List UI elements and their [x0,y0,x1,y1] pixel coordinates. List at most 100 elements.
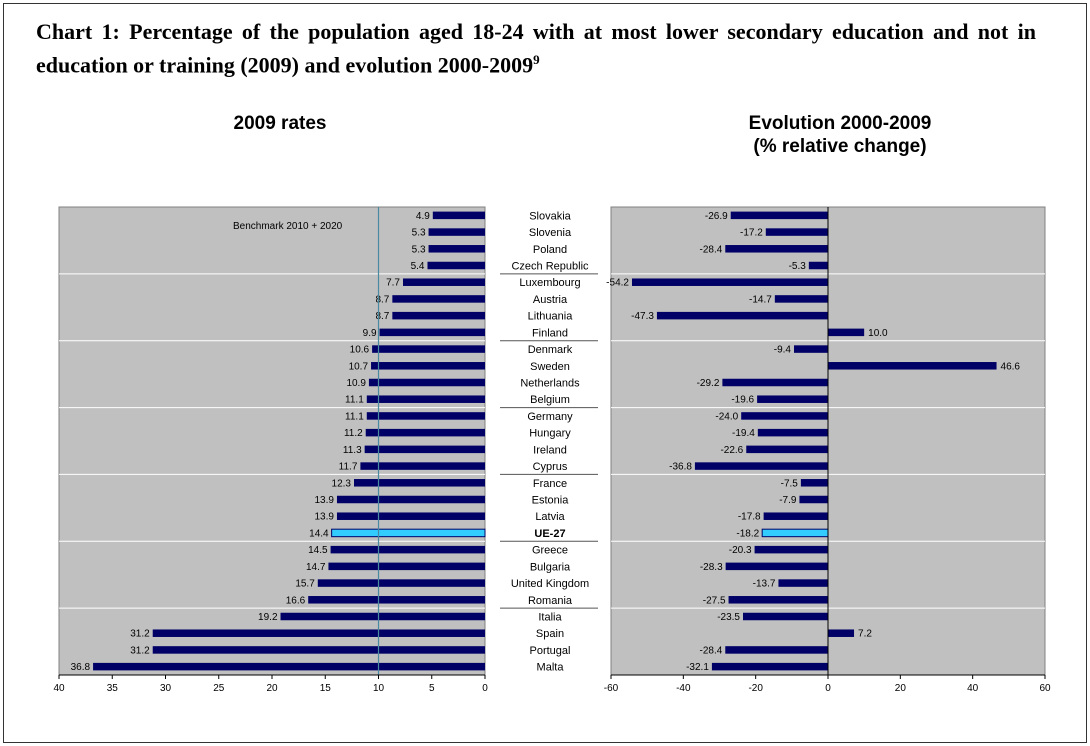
right-bar-value-label: -29.2 [697,378,720,389]
right-bar [725,245,828,253]
right-bar-value-label: -26.9 [705,211,728,222]
left-bar [336,512,485,520]
right-bar [711,662,828,671]
left-x-tick-label: 35 [107,683,119,694]
left-bar [402,278,485,286]
right-bar [741,412,828,420]
right-bar-value-label: -36.8 [669,462,692,473]
right-bar [828,328,865,337]
right-bar [808,261,828,270]
country-label: Finland [532,327,568,339]
right-bar [761,528,829,538]
country-label: UE-27 [534,528,565,540]
country-label: Austria [533,294,568,306]
left-bar-value-label: 7.7 [386,278,400,289]
left-bar [330,545,485,554]
left-bar [428,228,485,236]
left-x-tick-label: 30 [160,683,172,694]
left-x-tick-label: 10 [373,683,385,694]
country-label: United Kingdom [511,578,589,590]
country-label: Cyprus [533,461,568,473]
right-bar [763,512,828,520]
left-bar-value-label: 5.3 [412,244,426,255]
right-bar-value-label: -24.0 [715,411,738,422]
left-bar [432,211,485,220]
right-bar-value-label: -47.3 [631,311,654,322]
country-label: Belgium [530,394,570,406]
left-bar [366,395,485,403]
left-bar-value-label: 31.2 [130,629,150,640]
country-label: Hungary [529,428,571,440]
right-bar-value-label: -18.2 [736,528,759,539]
left-bar [368,378,485,387]
left-bar-value-label: 11.1 [345,411,364,422]
footnote-marker: 9 [533,52,540,67]
country-label: Poland [533,244,567,256]
left-panel-title: 2009 rates [160,112,400,135]
right-bar-value-label: -13.7 [753,579,776,590]
right-bar-value-label: -14.7 [749,294,772,305]
right-bar-value-label: -28.3 [700,562,723,573]
left-bar-value-label: 19.2 [258,612,278,623]
chart-title-text: Chart 1: Percentage of the population ag… [36,19,1036,78]
right-bar [757,428,828,437]
left-x-tick-label: 40 [53,683,65,694]
country-label: Slovenia [529,227,572,239]
country-label: Ireland [533,444,567,456]
right-x-tick-label: -20 [748,683,763,694]
country-label: Lithuania [528,311,574,323]
country-label: Slovakia [529,210,571,222]
left-bar-value-label: 9.9 [363,328,377,339]
left-x-tick-label: 0 [482,683,488,694]
right-bar [754,545,828,554]
country-label: Latvia [535,511,565,523]
country-label: Malta [537,662,565,674]
left-bar-value-label: 31.2 [130,645,150,656]
right-panel-subtitle-text: (% relative change) [753,136,927,157]
right-bar-value-label: -22.6 [720,445,743,456]
country-label: Denmark [528,344,573,356]
left-bar [93,662,485,671]
left-bar [372,345,485,353]
right-bar-value-label: 10.0 [868,328,888,339]
country-label: Spain [536,628,564,640]
left-bar-value-label: 8.7 [375,294,389,305]
right-bar [778,579,828,587]
right-bar [800,479,828,487]
left-bar-value-label: 10.7 [349,361,369,372]
country-label: Italia [538,612,562,624]
left-bar-value-label: 36.8 [71,662,91,673]
country-label: Germany [527,411,573,423]
left-bar [371,362,485,370]
right-bar [656,311,828,320]
right-bar [774,295,828,303]
left-bar-value-label: 16.6 [286,595,306,606]
right-bar [725,562,828,571]
left-bar [392,311,485,320]
left-bar-value-label: 8.7 [375,311,389,322]
left-bar [328,562,485,571]
country-label: Bulgaria [530,561,571,573]
right-bar [730,211,828,220]
benchmark-label: Benchmark 2010 + 2020 [233,221,343,232]
right-bar [757,395,828,403]
left-bar-value-label: 11.3 [343,445,362,456]
right-bar [794,345,828,353]
left-x-tick-label: 25 [213,683,225,694]
country-label: France [533,478,567,490]
right-bar-value-label: -17.8 [738,512,761,523]
left-bar [354,479,485,487]
left-bar [364,445,485,454]
right-bar-value-label: -19.4 [732,428,755,439]
right-x-tick-label: 40 [967,683,979,694]
country-label: Luxembourg [519,277,580,289]
country-label: Netherlands [520,378,580,390]
right-bar [828,629,855,637]
left-x-tick-label: 5 [429,683,435,694]
right-bar-value-label: -54.2 [606,278,629,289]
right-bar-value-label: 7.2 [858,629,872,640]
right-bar [746,445,828,454]
left-bar-value-label: 12.3 [332,478,352,489]
left-bar-value-label: 5.4 [411,261,425,272]
